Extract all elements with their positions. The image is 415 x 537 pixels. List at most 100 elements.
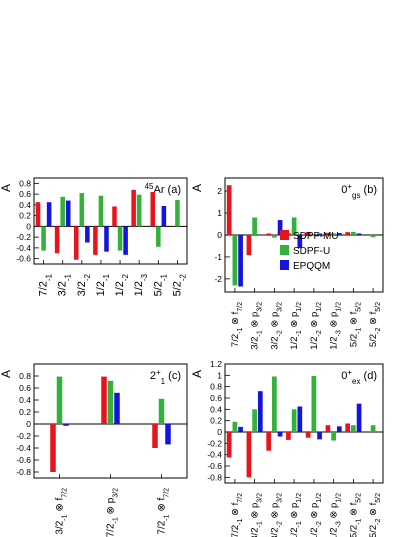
plot-frame [33,177,188,265]
label-part: 1/2 [315,493,322,503]
label-part: - [355,522,362,525]
bar [104,226,109,252]
label-part: - [236,331,243,334]
label-part: ⊗ p [309,312,320,331]
x-tick-label: 1/2-1 [95,273,111,296]
label-part: 2 [315,330,322,334]
label-part: 1/2 [315,302,322,312]
legend-label: SDPF-U [293,246,330,257]
label-part: 1/2 [296,493,303,503]
label-part: - [236,522,243,525]
panel-a: -0.6-0.4-0.200.20.40.60.8A 45Ar (a)7/2-13… [0,177,188,296]
label-part: 7/2 [230,334,241,347]
label-part: ⊗ f [157,498,168,515]
bar [117,226,123,251]
x-tick-label: 3/2-1 [57,273,73,296]
y-tick-label: 0 [26,221,31,231]
x-tick-label: 3/2-1 ⊗ p3/2 [250,302,264,350]
label-part: (d) [361,370,378,382]
panel-d: -0.8-0.6-0.4-0.200.20.40.60.811.2A 0+ex (… [190,359,384,537]
label-part: 2 [375,519,382,523]
label-part: 5/2 [375,493,382,503]
label-part: 1 [112,517,119,521]
bar [325,425,331,432]
label-part: 3/2 [112,488,119,498]
bar [331,233,336,235]
bar [158,398,165,424]
x-tick-label: 1/2-1 ⊗ p1/2 [289,302,303,350]
y-tick-label: -0.6 [16,455,31,465]
x-tick-label: 5/2-1 ⊗ f5/2 [348,493,362,537]
label-part: 5/2 [348,525,359,537]
bar [252,217,257,235]
y-tick-label: -1 [214,252,222,262]
legend-label: SDPF-MU [293,231,339,242]
x-tick-label: 3/2-2 ⊗ p3/2 [269,302,283,350]
bar [238,426,243,432]
label-part: + [347,182,352,191]
x-tick-label: 1/2-3 [133,273,149,296]
label-part: - [256,334,263,337]
bar [317,233,322,235]
bar [35,202,41,227]
label-part: ⊗ p [329,503,340,522]
y-tick-label: 0.4 [210,404,222,414]
bar [297,235,303,249]
bar [336,233,342,235]
bar [272,376,277,432]
label-part: 1/2 [309,337,320,350]
label-part: 5/2 [375,302,382,312]
y-tick-label: -0.8 [207,472,222,482]
label-part: ⊗ f [348,311,359,327]
bar [297,406,303,432]
y-tick-label: 0.2 [19,407,31,417]
label-part: 2 [276,330,283,334]
label-part: - [276,525,283,528]
bar [226,185,232,235]
bar [331,432,336,441]
x-tick-label: 5/2-2 ⊗ f5/2 [368,493,382,537]
label-part: - [82,278,91,281]
bar [370,425,376,432]
y-tick-label: -0.4 [16,243,31,253]
label-part: - [375,522,382,525]
label-part: + [347,368,352,377]
label-part: 7/2 [236,302,243,312]
label-part: ⊗ f [230,502,241,518]
label-part: ⊗ p [309,503,320,522]
label-part: - [101,278,110,281]
label-part: - [121,278,130,281]
bar [226,432,232,458]
y-axis-label: A [190,184,204,192]
y-tick-label: -0.6 [207,461,222,471]
label-part: 1 [61,514,68,518]
bar [152,424,158,448]
label-part: - [140,278,149,281]
label-part: 3/2 [250,528,261,537]
label-part: - [61,518,68,521]
bar [305,432,311,438]
bar [266,432,272,451]
x-tick-label: 5/2-2 ⊗ f5/2 [368,302,382,347]
bar [150,191,156,227]
bar [272,235,277,238]
label-part: ⊗ p [289,503,300,522]
label-part: ⊗ f [55,498,66,515]
panel-c: -0.8 -0.6 -0.4 -0.2 0 0.2 0.4 0.6 0.8 A 2+1 (c) 3/2… [0,363,188,537]
label-part: 3/2 [57,281,69,296]
label-part: 5/2 [355,302,362,312]
bar [136,194,142,227]
y-tick-label: 0 [217,427,222,437]
label-part: 5/2 [171,281,183,296]
x-tick-label: 7/2-1 ⊗ f7/2 [157,488,171,535]
label-part: 1 [161,377,166,386]
label-part: 1/2 [133,281,145,296]
y-tick-label: 0.6 [19,383,31,393]
label-part: 2 [121,273,130,278]
bar [336,426,342,432]
label-part: 3/2 [269,528,280,537]
bar [246,235,252,256]
label-part: 1/2 [335,493,342,503]
y-tick-label: 0.6 [210,393,222,403]
label-part: 1/2 [335,302,342,312]
